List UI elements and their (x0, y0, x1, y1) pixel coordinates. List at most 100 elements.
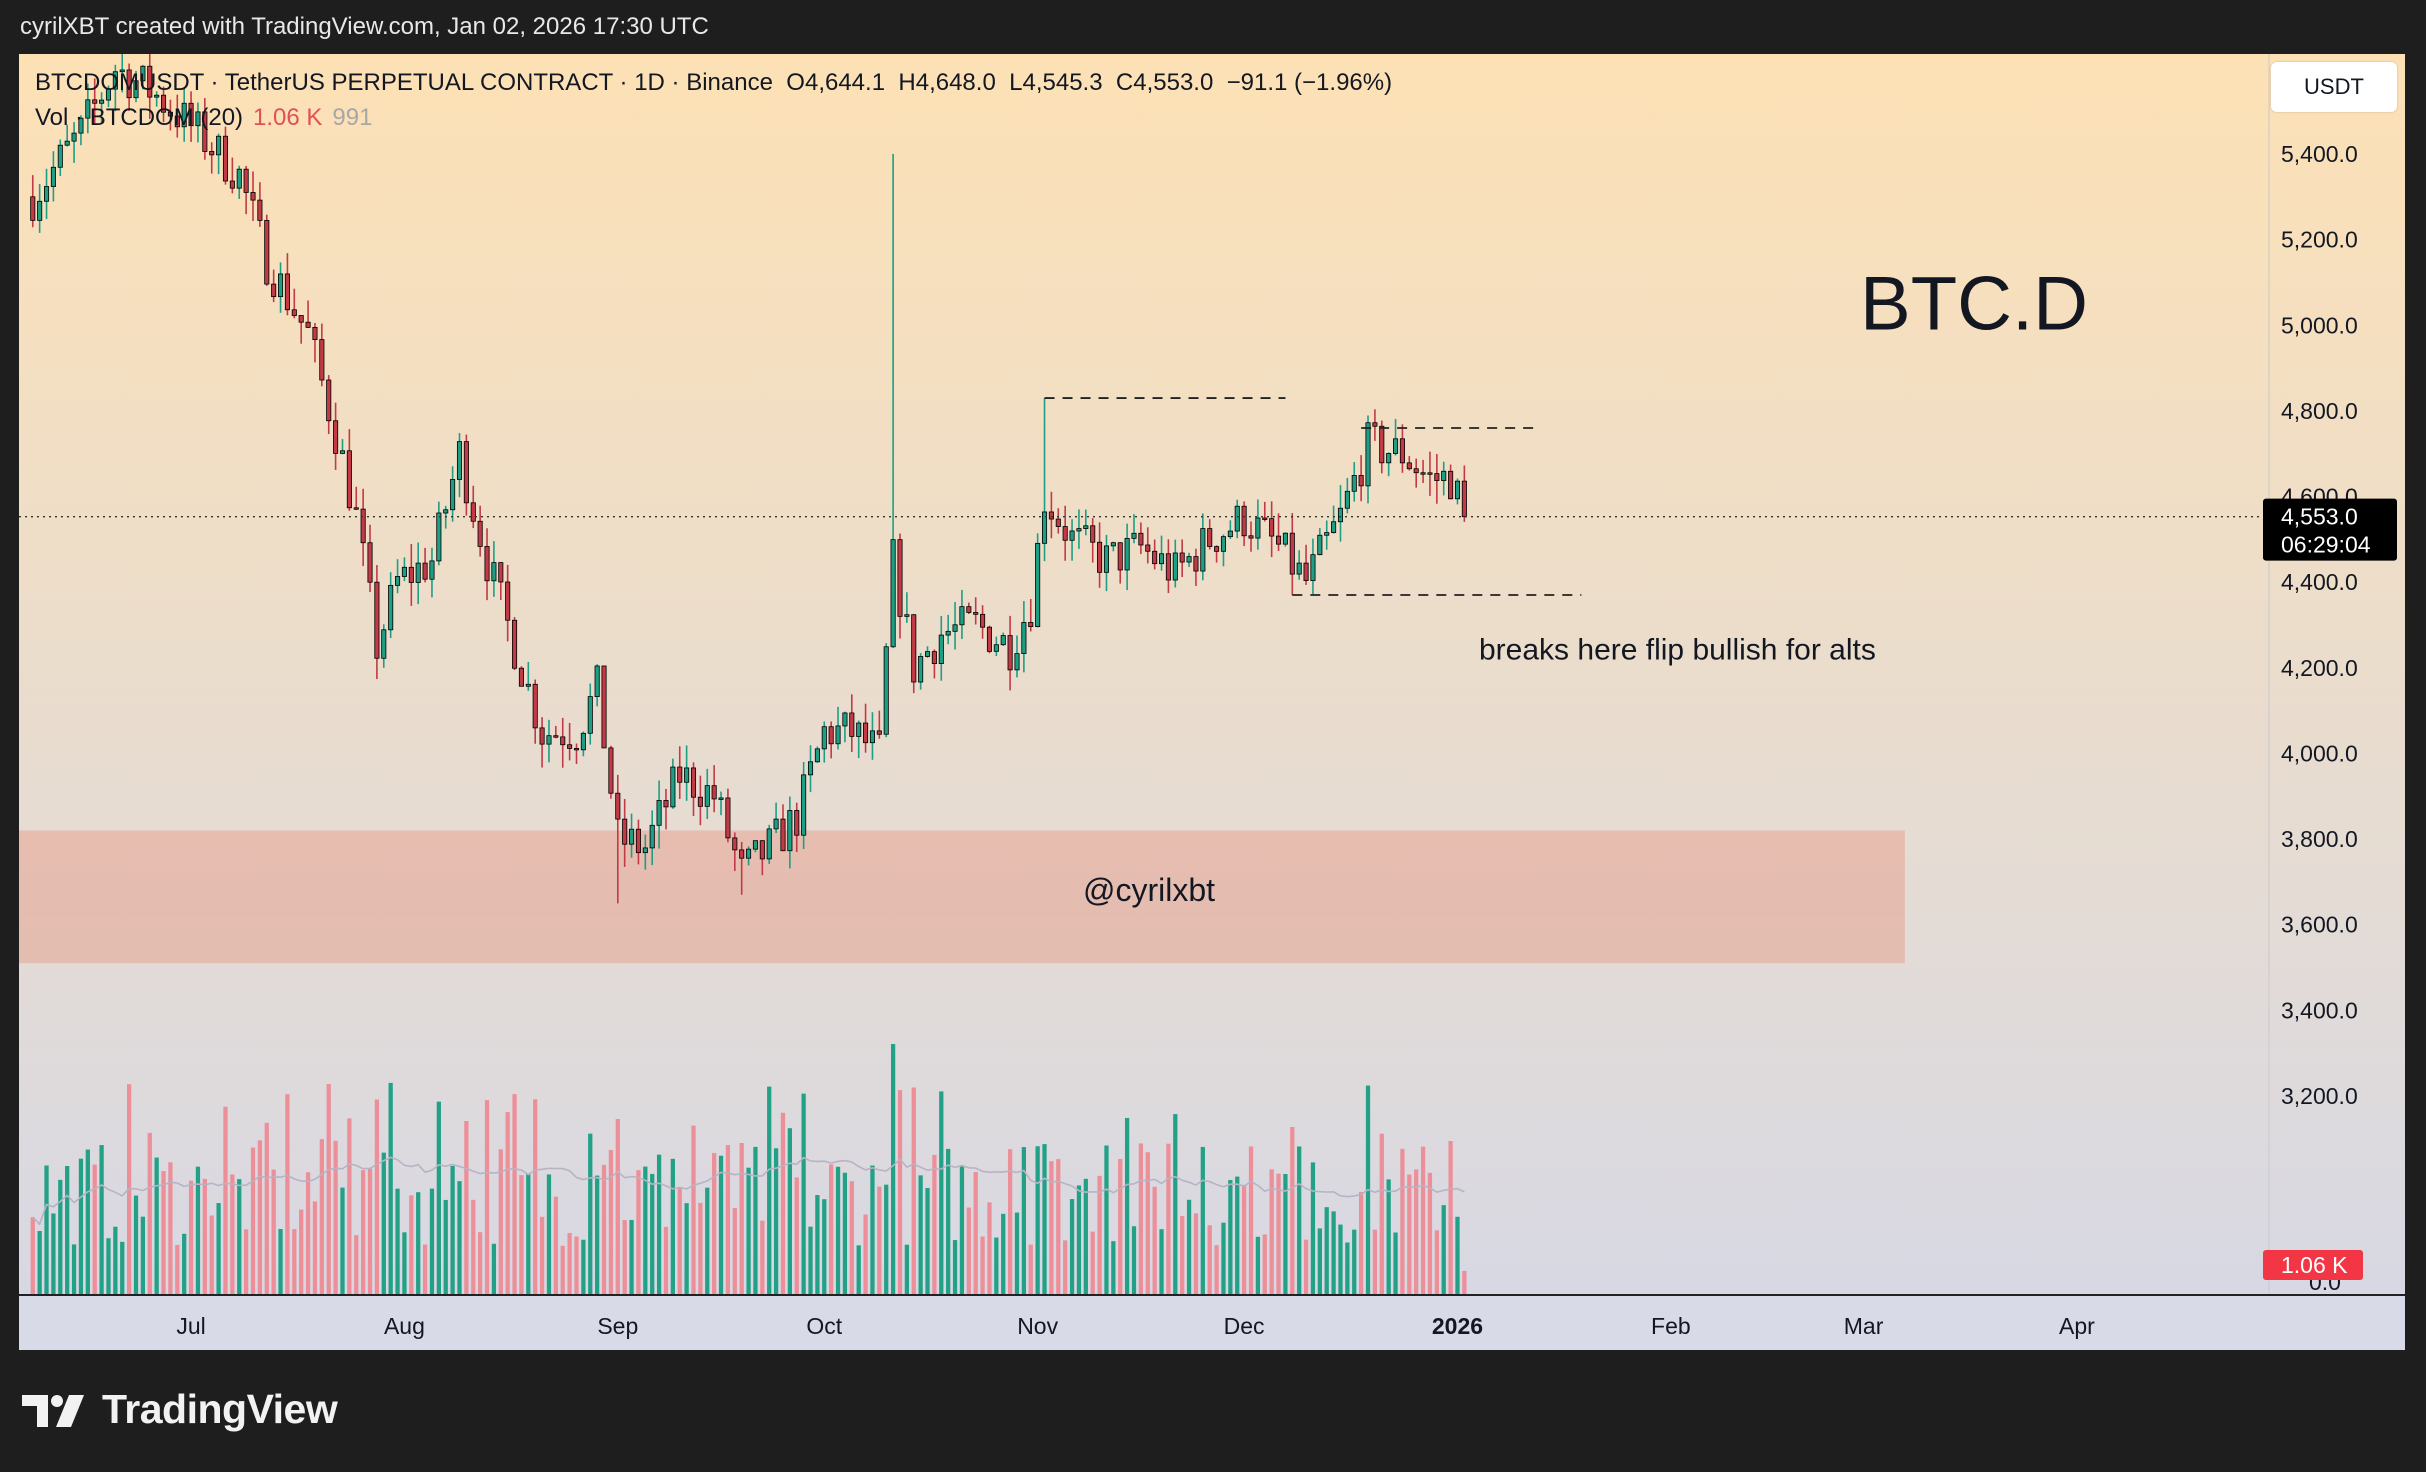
volume-bar (1014, 1212, 1020, 1294)
volume-bar (1283, 1174, 1288, 1294)
volume-bar (884, 1184, 889, 1294)
candle-body (443, 509, 449, 514)
candle-body (1427, 472, 1433, 475)
volume-bar (292, 1229, 297, 1294)
candle-body (821, 726, 827, 750)
candle-body (945, 630, 951, 636)
candle-body (973, 612, 979, 615)
volume-bar (1007, 1149, 1013, 1294)
candle-body (1145, 544, 1151, 552)
candle-body (92, 99, 98, 104)
candle-body (1000, 635, 1006, 646)
volume-bar (299, 1209, 304, 1294)
candle-body (766, 828, 772, 860)
candle-body (1337, 507, 1344, 523)
candle-body (1021, 622, 1027, 654)
candle-body (374, 581, 380, 659)
volume-bar (643, 1166, 648, 1294)
volume-bar (1269, 1169, 1274, 1294)
candle-body (1399, 438, 1405, 464)
volume-bar (168, 1162, 173, 1294)
candle-body (924, 651, 931, 657)
volume-bar (904, 1244, 910, 1294)
volume-bar (312, 1201, 318, 1294)
volume-bar (402, 1232, 407, 1294)
volume-bar (1427, 1172, 1433, 1294)
candle-body (1172, 552, 1178, 581)
volume-bar (608, 1150, 614, 1294)
candle-body (560, 736, 566, 746)
volume-bar (1248, 1146, 1254, 1294)
candle-body (1386, 453, 1392, 464)
tradingview-logo[interactable]: TradingView (22, 1386, 338, 1433)
chart-frame[interactable]: BTC.D breaks here flip bullish for alts @c… (19, 54, 2405, 1350)
candle-body (518, 667, 524, 687)
candle-body (1331, 521, 1337, 533)
candle-body (470, 502, 476, 522)
volume-bar (760, 1220, 765, 1294)
volume-bar (51, 1213, 56, 1294)
volume-bar (870, 1165, 875, 1294)
candle-body (1186, 556, 1192, 563)
volume-bar (195, 1166, 201, 1294)
candle-body (395, 576, 401, 586)
candle-body (71, 132, 77, 142)
candle-body (1076, 528, 1082, 532)
candle-body (539, 727, 545, 745)
high-value: H4,648.0 (898, 69, 996, 96)
candle-body (567, 744, 573, 749)
volume-bar (264, 1122, 269, 1294)
candle-body (360, 508, 366, 544)
volume-bar (952, 1240, 958, 1294)
volume-bar (347, 1118, 352, 1294)
candle-body (456, 441, 463, 480)
volume-bar (911, 1087, 916, 1294)
volume-bar (656, 1154, 662, 1294)
currency-button[interactable]: USDT (2271, 62, 2397, 112)
price-tick-label: 4,400.0 (2281, 569, 2358, 595)
volume-label[interactable]: Vol · BTCDOM (20) (35, 104, 244, 131)
price-tick-label: 5,200.0 (2281, 227, 2358, 253)
volume-bar (1063, 1240, 1068, 1294)
candle-body (1048, 511, 1054, 520)
volume-bar (354, 1235, 359, 1294)
candle-body (684, 767, 690, 783)
volume-bar (374, 1099, 380, 1294)
symbol-label[interactable]: BTCDOMUSDT · TetherUS PERPETUAL CONTRACT… (35, 69, 773, 96)
volume-bar (1049, 1161, 1054, 1294)
volume-bar (822, 1199, 827, 1294)
candle-body (1303, 562, 1309, 581)
volume-bar (581, 1239, 586, 1294)
candle-body (1214, 546, 1220, 552)
price-tick-label: 3,800.0 (2281, 826, 2358, 852)
volume-bar (99, 1145, 104, 1294)
volume-bar (1145, 1152, 1150, 1294)
price-chart[interactable]: BTC.D breaks here flip bullish for alts @c… (19, 54, 2405, 1350)
volume-value: 1.06 K (253, 104, 323, 131)
candle-body (174, 115, 180, 128)
candle-body (1255, 517, 1261, 539)
candle-body (1014, 653, 1020, 671)
volume-bar (278, 1228, 283, 1294)
candle-body (50, 166, 56, 187)
volume-bar (780, 1112, 786, 1294)
candle-body (264, 220, 270, 285)
time-tick-label: Feb (1651, 1313, 1691, 1339)
candle-body (133, 80, 139, 99)
volume-bar (890, 1044, 896, 1294)
candle-body (1351, 475, 1357, 492)
candle-body (1393, 438, 1399, 454)
candle-body (1165, 553, 1171, 581)
volume-bar (1310, 1162, 1316, 1294)
candle-body (580, 732, 586, 751)
candle-body (284, 273, 290, 311)
candle-body (739, 849, 745, 859)
candle-body (436, 512, 442, 562)
volume-bar (367, 1168, 373, 1294)
close-value: C4,553.0 (1115, 69, 1214, 96)
time-axis-bar (19, 1295, 2405, 1350)
volume-bar (849, 1181, 854, 1294)
volume-bar (37, 1230, 42, 1294)
candle-body (1276, 535, 1282, 545)
candle-body (326, 379, 332, 422)
